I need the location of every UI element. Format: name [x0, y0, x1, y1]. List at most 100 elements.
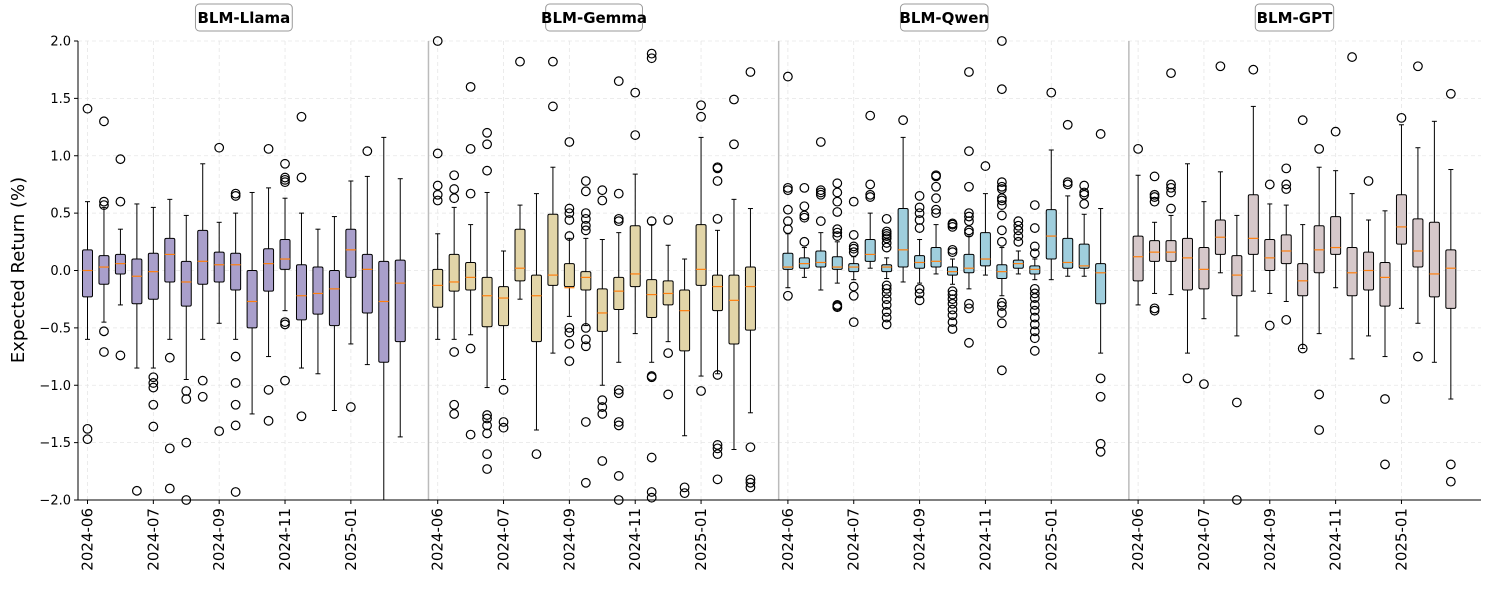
box-iqr [312, 266, 324, 315]
outlier-point [432, 189, 443, 200]
outlier-point [947, 304, 958, 315]
outlier-point [881, 300, 892, 310]
x-tick-label: 2024-07 [1195, 508, 1213, 571]
box [580, 176, 592, 488]
outlier-point [548, 101, 558, 112]
box [629, 87, 641, 335]
box [1445, 88, 1457, 487]
outlier-point [881, 319, 892, 330]
outlier-point [197, 375, 208, 386]
outlier-point [482, 428, 492, 439]
box-iqr [197, 229, 209, 285]
x-tick-label: 2024-07 [845, 508, 863, 571]
outlier-point [1281, 184, 1292, 194]
box [481, 127, 493, 474]
x-tick-label: 2024-06 [79, 508, 97, 571]
y-tick-label: −2.0 [39, 494, 71, 509]
y-tick-label: 1.0 [50, 149, 71, 164]
box-iqr [831, 256, 843, 270]
outlier-point [931, 204, 941, 215]
outlier-point [197, 391, 208, 402]
outlier-point [1095, 391, 1106, 402]
box-iqr [864, 239, 876, 262]
outlier-point [465, 343, 476, 354]
box [1297, 115, 1309, 354]
outlier-point [613, 216, 624, 227]
outlier-point [432, 36, 443, 46]
box [695, 100, 707, 396]
outlier-point [1413, 351, 1423, 362]
outlier-point [783, 71, 793, 82]
outlier-point [996, 318, 1007, 329]
outlier-point [580, 176, 591, 186]
outlier-point [947, 298, 958, 309]
outlier-point [931, 171, 941, 182]
outlier-point [1095, 438, 1106, 449]
outlier-point [580, 220, 591, 231]
box [82, 103, 93, 445]
outlier-point [99, 347, 109, 357]
box [213, 142, 225, 437]
box-iqr [164, 237, 176, 283]
outlier-point [1133, 143, 1143, 154]
outlier-point [1281, 163, 1292, 174]
outlier-point [1046, 87, 1057, 98]
box-iqr [815, 250, 827, 268]
box-iqr [547, 213, 559, 286]
outlier-point [1149, 192, 1160, 202]
outlier-point [465, 429, 476, 440]
outlier-point [164, 352, 175, 363]
outlier-point [996, 297, 1007, 308]
outlier-point [996, 200, 1007, 210]
outlier-point [1029, 300, 1040, 310]
box [1198, 201, 1210, 390]
outlier-point [564, 339, 575, 349]
outlier-point [712, 163, 723, 174]
outlier-point [865, 110, 876, 121]
box [996, 36, 1008, 376]
box [378, 136, 390, 501]
x-tick-label: 2024-11 [276, 508, 294, 571]
x-tick-label: 2024-09 [210, 508, 228, 571]
outlier-point [1149, 171, 1160, 182]
outlier-point [1029, 241, 1040, 252]
box [1078, 180, 1090, 277]
outlier-point [465, 81, 476, 92]
box-iqr [498, 286, 510, 327]
outlier-point [1013, 220, 1024, 231]
outlier-point [164, 483, 175, 494]
outlier-point [996, 365, 1007, 376]
outlier-point [449, 409, 460, 419]
box [848, 196, 860, 328]
box-iqr [695, 224, 707, 286]
outlier-point [230, 399, 241, 410]
box-iqr [712, 274, 724, 312]
outlier-point [712, 449, 723, 460]
outlier-point [115, 154, 126, 165]
outlier-point [1013, 231, 1024, 241]
outlier-point [964, 303, 974, 314]
outlier-point [783, 204, 793, 215]
outlier-point [465, 188, 476, 199]
box-iqr [728, 274, 740, 345]
box-iqr [394, 259, 406, 343]
outlier-point [815, 137, 826, 147]
box-iqr [881, 264, 893, 273]
outlier-point [914, 288, 925, 299]
box [197, 163, 209, 402]
outlier-point [148, 378, 159, 388]
box-iqr [279, 239, 291, 270]
outlier-point [783, 185, 793, 196]
x-tick-label: 2024-11 [976, 508, 994, 571]
outlier-point [564, 203, 575, 214]
outlier-point [82, 434, 93, 445]
x-tick-label: 2024-09 [911, 508, 929, 571]
y-axis-label: Expected Return (%) [8, 177, 29, 363]
box [613, 76, 625, 505]
outlier-point [482, 165, 492, 176]
outlier-point [832, 196, 843, 207]
outlier-point [1281, 314, 1292, 325]
box [530, 193, 542, 460]
box [1379, 210, 1391, 470]
box [1165, 68, 1177, 296]
